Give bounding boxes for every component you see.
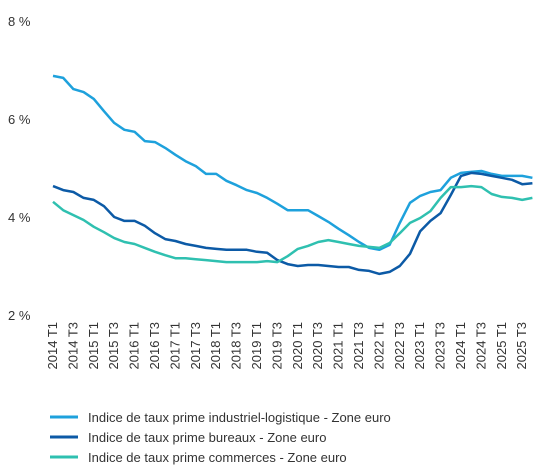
x-tick-label: 2015 T1 (86, 322, 101, 369)
series-line (52, 171, 533, 276)
series-line (52, 184, 533, 264)
x-tick-label: 2025 T1 (494, 322, 509, 369)
legend-label: Indice de taux prime bureaux - Zone euro (88, 430, 326, 445)
x-tick-label: 2024 T1 (453, 322, 468, 369)
x-tick-label: 2025 T3 (514, 322, 529, 369)
series-line (52, 74, 533, 252)
x-tick-label: 2024 T3 (473, 322, 488, 369)
x-tick-label: 2022 T1 (371, 322, 386, 369)
x-tick-label: 2019 T1 (249, 322, 264, 369)
x-tick-label: 2023 T1 (412, 322, 427, 369)
x-tick-label: 2020 T1 (290, 322, 305, 369)
x-tick-label: 2021 T3 (351, 322, 366, 369)
x-tick-label: 2015 T3 (106, 322, 121, 369)
x-tick-label: 2021 T1 (331, 322, 346, 369)
y-tick-label: 6 % (8, 112, 31, 127)
x-tick-label: 2016 T3 (147, 322, 162, 369)
x-tick-label: 2020 T3 (310, 322, 325, 369)
x-tick-label: 2017 T1 (167, 322, 182, 369)
x-tick-label: 2019 T3 (269, 322, 284, 369)
y-tick-label: 2 % (8, 308, 31, 323)
x-tick-label: 2023 T3 (433, 322, 448, 369)
y-tick-label: 4 % (8, 210, 31, 225)
y-tick-label: 8 % (8, 14, 31, 29)
x-tick-label: 2014 T1 (45, 322, 60, 369)
x-tick-label: 2016 T1 (127, 322, 142, 369)
legend-label: Indice de taux prime commerces - Zone eu… (88, 450, 347, 465)
x-tick-label: 2017 T3 (188, 322, 203, 369)
legend-label: Indice de taux prime industriel-logistiq… (88, 410, 391, 425)
x-tick-label: 2022 T3 (392, 322, 407, 369)
x-tick-label: 2018 T1 (208, 322, 223, 369)
x-tick-label: 2014 T3 (65, 322, 80, 369)
x-tick-label: 2018 T3 (229, 322, 244, 369)
